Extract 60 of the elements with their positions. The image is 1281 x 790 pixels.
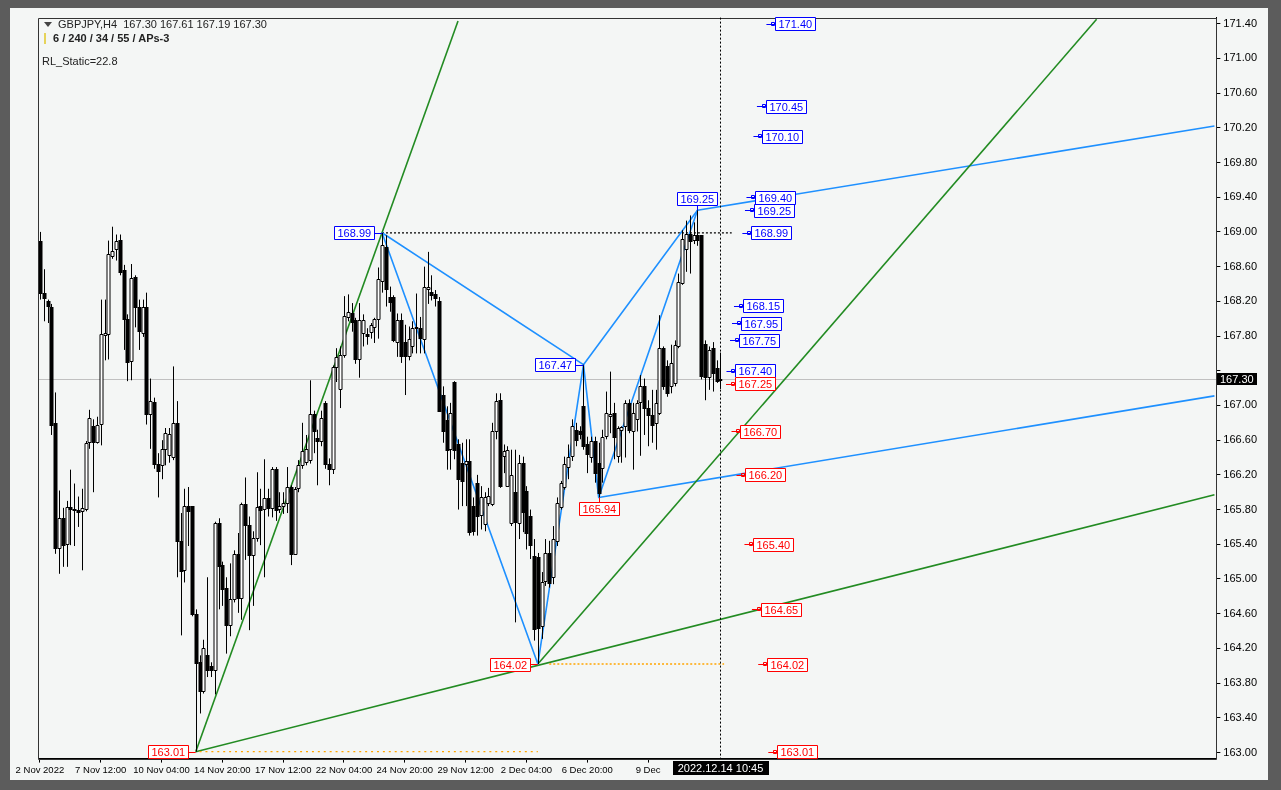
annotation: 168.99 [754, 226, 789, 239]
annotation: RL_Static=22.8 [42, 55, 118, 68]
x-tick-label: 22 Nov 04:00 [315, 763, 373, 775]
x-tick-label: 2 Dec 04:00 [500, 763, 553, 775]
y-tick-label: 163.00 [1223, 745, 1258, 758]
data-label: 168.99 [337, 226, 372, 239]
x-tick-label: 24 Nov 20:00 [376, 763, 434, 775]
x-tick-label: 17 Nov 12:00 [254, 763, 312, 775]
y-tick-label: 171.40 [1223, 16, 1258, 29]
y-tick-label: 167.00 [1223, 398, 1258, 411]
annotation: 166.70 [743, 425, 778, 438]
y-tick-label: 166.60 [1223, 433, 1258, 446]
annotation: 164.65 [764, 603, 799, 616]
annotation: 167.95 [744, 317, 779, 330]
data-label: 165.94 [582, 502, 617, 515]
annotation: 166.20 [748, 468, 783, 481]
chart-title: GBPJPY,H4 167.30 167.61 167.19 167.30 [58, 18, 267, 31]
data-label: 164.02 [493, 658, 528, 671]
y-tick-label: 165.40 [1223, 537, 1258, 550]
annotation: 170.10 [765, 130, 800, 143]
y-tick-label: 169.00 [1223, 224, 1258, 237]
y-tick-label: 170.60 [1223, 86, 1258, 99]
annotation: 167.40 [738, 364, 773, 377]
y-tick-label: 165.00 [1223, 572, 1258, 585]
x-tick-label: 7 Nov 12:00 [75, 763, 127, 775]
annotation: 169.25 [757, 204, 792, 217]
text: 6 / 240 / 34 / 55 / APs-3 [53, 32, 170, 45]
annotation: 167.75 [742, 334, 777, 347]
annotation: 163.01 [780, 745, 815, 758]
x-tick-label: 10 Nov 04:00 [133, 763, 190, 775]
annotation: 168.15 [746, 299, 781, 312]
annotation: 167.25 [738, 377, 773, 390]
y-tick-label: 171.00 [1223, 51, 1258, 64]
x-tick-label: 29 Nov 12:00 [437, 763, 494, 775]
y-tick-label: 168.20 [1223, 294, 1258, 307]
y-tick-label: 163.80 [1223, 676, 1258, 689]
y-tick-label: 163.40 [1223, 710, 1258, 723]
annotation: 171.40 [778, 17, 813, 30]
y-tick-label: 170.20 [1223, 120, 1258, 133]
y-tick-label: 169.80 [1223, 155, 1258, 168]
x-tick-label: 9 Dec [635, 763, 661, 775]
annotation: 165.40 [756, 538, 791, 551]
text: 2022.12.14 10:45 [677, 762, 764, 775]
x-tick-label: 6 Dec 20:00 [561, 763, 613, 775]
ref-line-label: 167.30 [1220, 372, 1254, 385]
y-tick-label: 169.40 [1223, 190, 1258, 203]
annotation: 170.45 [769, 100, 804, 113]
data-label: 167.47 [538, 358, 573, 371]
annotation: 169.40 [758, 191, 793, 204]
x-tick-label: 2 Nov 2022 [15, 763, 65, 775]
y-tick-label: 166.20 [1223, 467, 1258, 480]
y-tick-label: 168.60 [1223, 259, 1258, 272]
x-tick-label: 14 Nov 20:00 [194, 763, 251, 775]
y-tick-label: 167.80 [1223, 329, 1258, 342]
data-label: 163.01 [151, 745, 186, 758]
y-tick-label: 165.80 [1223, 502, 1258, 515]
y-tick-label: 164.60 [1223, 606, 1258, 619]
annotation: 164.02 [770, 658, 805, 671]
data-label: 169.25 [680, 192, 715, 205]
y-tick-label: 164.20 [1223, 641, 1258, 654]
